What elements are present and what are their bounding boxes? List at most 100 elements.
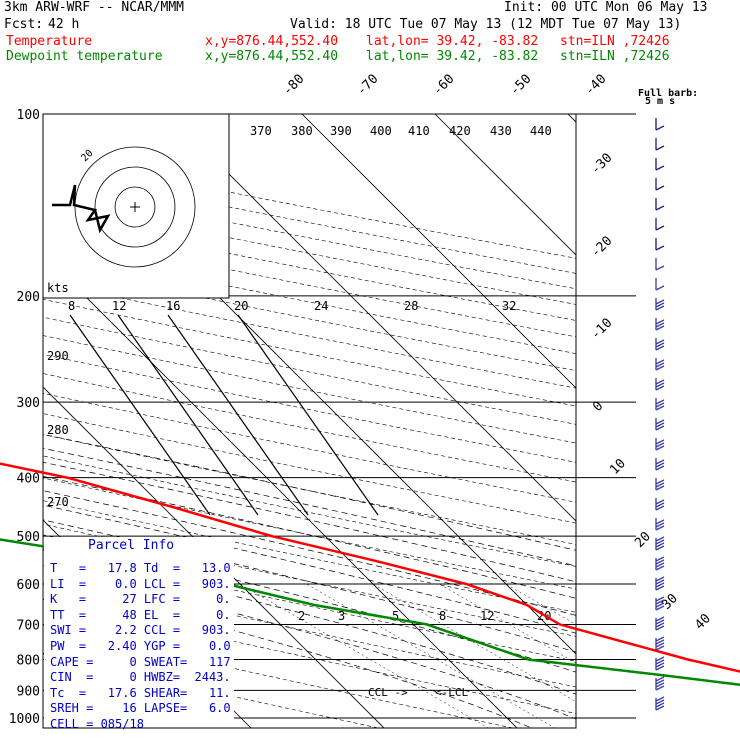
- wind-barb-flag: [655, 622, 665, 628]
- hodograph-ring: [114, 186, 156, 228]
- wind-barb-flag: [655, 525, 665, 531]
- wind-barb-flag: [655, 225, 665, 231]
- isotherm-label: -70: [354, 72, 381, 99]
- wind-barb-flag: [655, 642, 665, 648]
- parcel-info-row: K = 27 LFC = 0.: [50, 592, 231, 607]
- mixing-ratio-line: [239, 583, 489, 728]
- isotherm-label: -30: [588, 151, 615, 178]
- wind-barb-flag: [655, 625, 665, 631]
- parcel-info-panel: Parcel Info T = 17.8 Td = 13.0 LI = 0.0 L…: [44, 537, 234, 731]
- isotherm-label: 10: [607, 456, 629, 478]
- wind-barb-flag: [655, 439, 665, 445]
- wind-barb-flag: [655, 522, 665, 528]
- wind-barb-flag: [655, 305, 665, 311]
- model-title: 3km ARW-WRF -- NCAR/MMM: [4, 0, 185, 15]
- theta-label: 280: [47, 423, 69, 437]
- wind-barb-flag: [655, 499, 665, 505]
- wind-barb-flag: [655, 382, 665, 388]
- moist-adiabat: [43, 434, 576, 551]
- parcel-info-row: TT = 48 EL = 0.: [50, 607, 231, 622]
- theta-e-label: 380: [291, 124, 313, 138]
- wind-barb-flag: [655, 419, 665, 425]
- wind-barb-flag: [655, 616, 665, 622]
- theta-labels: 290 280 270: [47, 349, 69, 509]
- wind-barb-flag: [655, 285, 665, 291]
- temperature-legend: Temperature: [6, 34, 93, 49]
- wind-barb-flag: [655, 582, 665, 588]
- wind-barb-flag: [655, 676, 665, 682]
- hodograph-ring: [74, 146, 196, 268]
- wind-barb-flag: [655, 636, 665, 642]
- wind-barb-flag: [655, 402, 665, 408]
- wind-barb-flag: [655, 145, 665, 151]
- series-point: [526, 604, 528, 606]
- wind-barb-flag: [655, 205, 665, 211]
- wind-barb-flag: [655, 679, 665, 685]
- wind-barb-flag: [655, 699, 665, 705]
- pressure-tick-label: 800: [17, 653, 40, 668]
- parcel-info-cell: CELL = 085/18: [50, 716, 144, 731]
- pressure-tick-label: 1000: [9, 712, 40, 727]
- hodograph-speed-label: kts: [47, 281, 69, 295]
- isotherm-labels: -80 -70 -60 -50 -40 -30 -20 -10 0 10 20 30 40: [280, 72, 714, 633]
- wind-barb-flag: [655, 359, 665, 365]
- wind-barb-flag: [655, 559, 665, 565]
- wind-barb-flag: [655, 485, 665, 491]
- wind-barb-flag: [655, 165, 665, 171]
- pressure-tick-label: 400: [17, 472, 40, 487]
- isotherm: [43, 253, 518, 728]
- isotherm-label: 20: [632, 529, 654, 551]
- moist-adiabat: [43, 519, 576, 653]
- wind-barb-flag: [655, 465, 665, 471]
- isotherm-label: -10: [588, 316, 615, 343]
- theta-e-label: 370: [250, 124, 272, 138]
- dry-adiabat: [43, 298, 576, 407]
- hodograph-speed-label: 24: [314, 299, 328, 313]
- dewpoint-legend: Dewpoint temperature: [6, 49, 163, 64]
- parcel-info-row: CIN = 0 HWBZ= 2443.: [50, 670, 231, 685]
- parcel-info-row: T = 17.8 Td = 13.0: [50, 561, 231, 575]
- parcel-info-row: SWI = 2.2 CCL = 903.: [50, 623, 231, 638]
- mixing-ratio-label: 12: [480, 609, 494, 623]
- hodograph-speed-label: 32: [502, 299, 516, 313]
- wind-barb-flag: [655, 505, 665, 511]
- dew-xy: x,y=876.44,552.40: [205, 49, 339, 64]
- mixing-ratio-line: [306, 583, 556, 728]
- mixing-ratio-line: [439, 583, 576, 664]
- theta-e-label: 400: [370, 124, 392, 138]
- init-time: Init: 00 UTC Mon 06 May 13: [504, 0, 708, 15]
- wind-barb-flag: [655, 425, 665, 431]
- lcl-label: <-LCL: [435, 686, 468, 699]
- wind-barb-flag: [655, 542, 665, 548]
- wind-barb-flag: [655, 539, 665, 545]
- series-point: [425, 623, 428, 626]
- wind-barb-flag: [655, 342, 665, 348]
- wind-barb-flag: [655, 545, 665, 551]
- series-line-dewpoint-temperature: [0, 538, 740, 687]
- series-point: [527, 658, 530, 661]
- temp-station: stn=ILN ,72426: [560, 34, 670, 49]
- wind-barb-flag: [655, 185, 665, 191]
- wind-barb-flag: [655, 696, 665, 702]
- wind-barb-flag: [655, 682, 665, 688]
- wind-barb-flag: [655, 579, 665, 585]
- moist-adiabat: [43, 504, 576, 634]
- series-point: [465, 583, 467, 585]
- valid-time: Valid: 18 UTC Tue 07 May 13 (12 MDT Tue …: [290, 17, 682, 32]
- theta-e-labels: 370 380 390 400 410 420 430 440: [250, 124, 552, 138]
- wind-barb-flag: [655, 445, 665, 451]
- ccl-label: CCL ->: [368, 686, 408, 699]
- speed-line: [117, 314, 259, 516]
- wind-barb-flag: [655, 245, 665, 251]
- hodograph-speed-label: 28: [404, 299, 418, 313]
- hodograph-speed-label: 16: [166, 299, 180, 313]
- pressure-tick-label: 200: [17, 290, 40, 305]
- theta-e-label: 430: [490, 124, 512, 138]
- wind-barb-flag: [655, 585, 665, 591]
- series-point: [376, 560, 378, 562]
- wind-barb-flag: [655, 702, 665, 708]
- wind-barb-flag: [655, 322, 665, 328]
- wind-barb-flag: [655, 556, 665, 562]
- pressure-tick-label: 300: [17, 396, 40, 411]
